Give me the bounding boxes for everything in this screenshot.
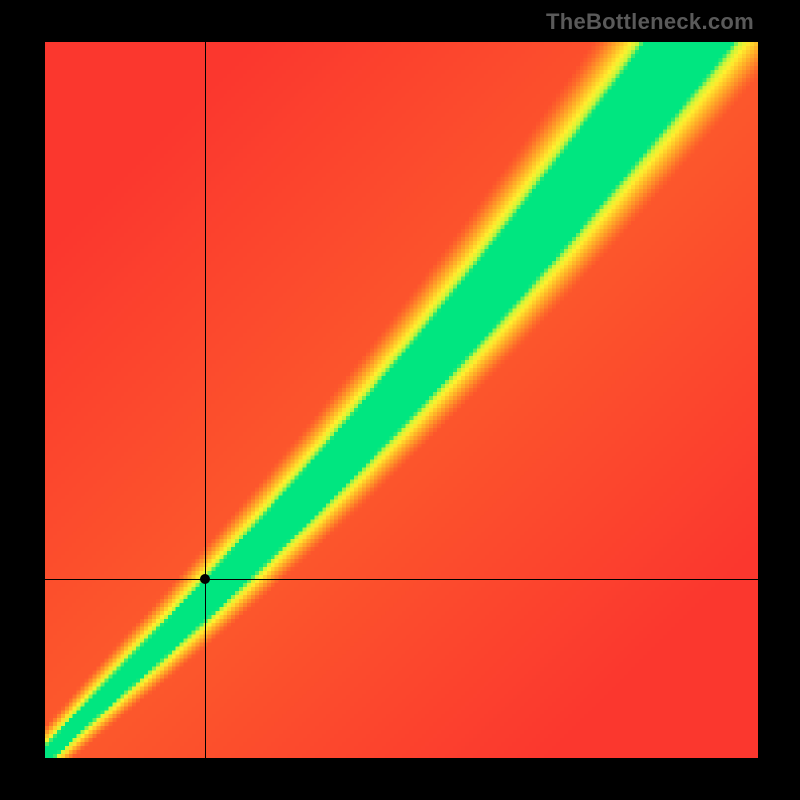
heatmap-canvas [45, 42, 758, 758]
heatmap-plot [45, 42, 758, 758]
crosshair-horizontal [45, 579, 758, 580]
watermark-text: TheBottleneck.com [546, 9, 754, 35]
crosshair-vertical [205, 42, 206, 758]
crosshair-marker [200, 574, 210, 584]
